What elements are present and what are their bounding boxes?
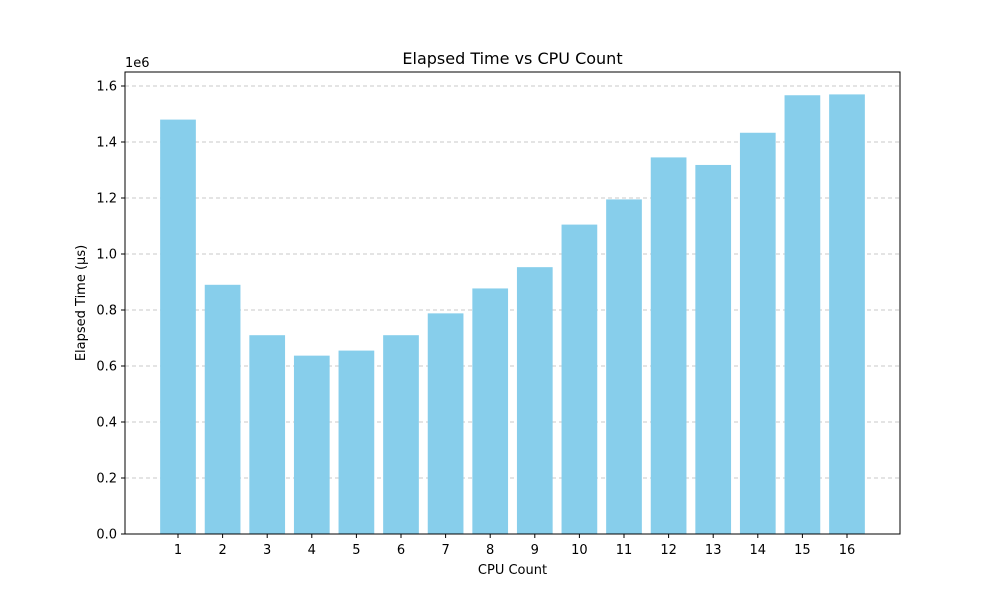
x-tick-label: 3: [263, 543, 271, 558]
x-tick-label: 11: [616, 543, 633, 558]
bar-12: [650, 157, 687, 534]
y-tick-label: 0.4: [96, 416, 117, 431]
y-axis-offset-label: 1e6: [125, 56, 150, 71]
x-tick-label: 16: [839, 543, 856, 558]
x-tick-label: 10: [571, 543, 588, 558]
x-tick-label: 5: [352, 543, 360, 558]
grid-lines: [125, 85, 900, 535]
bar-11: [606, 199, 642, 534]
bar-5: [338, 350, 375, 534]
bar-7: [427, 313, 464, 534]
x-tick-label: 7: [441, 543, 449, 558]
x-tick-label: 12: [660, 543, 677, 558]
bar-14: [739, 132, 776, 534]
bar-15: [784, 95, 821, 535]
y-axis-label: Elapsed Time (µs): [74, 245, 89, 361]
x-tick-label: 1: [174, 543, 182, 558]
bar-4: [293, 355, 330, 534]
y-tick-label: 1.4: [96, 136, 117, 151]
y-tick-label: 0.6: [96, 360, 117, 375]
bar-1: [160, 119, 196, 534]
x-tick-label: 13: [705, 543, 722, 558]
x-tick-label: 9: [531, 543, 539, 558]
bar-9: [516, 267, 553, 534]
chart-title: Elapsed Time vs CPU Count: [402, 49, 622, 68]
bar-13: [695, 164, 732, 534]
plot-frame: [124, 71, 901, 535]
x-axis-label: CPU Count: [478, 563, 547, 578]
y-tick-label: 0.8: [96, 304, 117, 319]
y-tick-label: 1.6: [96, 80, 117, 95]
x-tick-label: 4: [308, 543, 316, 558]
x-tick-label: 2: [218, 543, 226, 558]
y-tick-label: 1.0: [96, 248, 117, 263]
x-tick-label: 8: [486, 543, 494, 558]
bar-3: [249, 335, 286, 534]
bars: [160, 94, 865, 535]
y-tick-label: 0.0: [96, 528, 117, 543]
x-tick-label: 14: [750, 543, 767, 558]
y-tick-label: 0.2: [96, 472, 117, 487]
x-tick-label: 6: [397, 543, 405, 558]
bar-16: [829, 94, 865, 535]
bar-6: [383, 335, 419, 534]
x-axis-ticks: 1 2 3 4 5 6 7 8 9 10 11 12 13 14 15 16: [174, 534, 855, 558]
x-tick-label: 15: [794, 543, 811, 558]
bar-10: [561, 224, 598, 534]
bar-8: [472, 288, 509, 534]
y-tick-label: 1.2: [96, 192, 117, 207]
bar-2: [204, 284, 241, 534]
y-axis-ticks: 0.0 0.2 0.4 0.6 0.8 1.0 1.2 1.4 1.6: [96, 80, 125, 543]
